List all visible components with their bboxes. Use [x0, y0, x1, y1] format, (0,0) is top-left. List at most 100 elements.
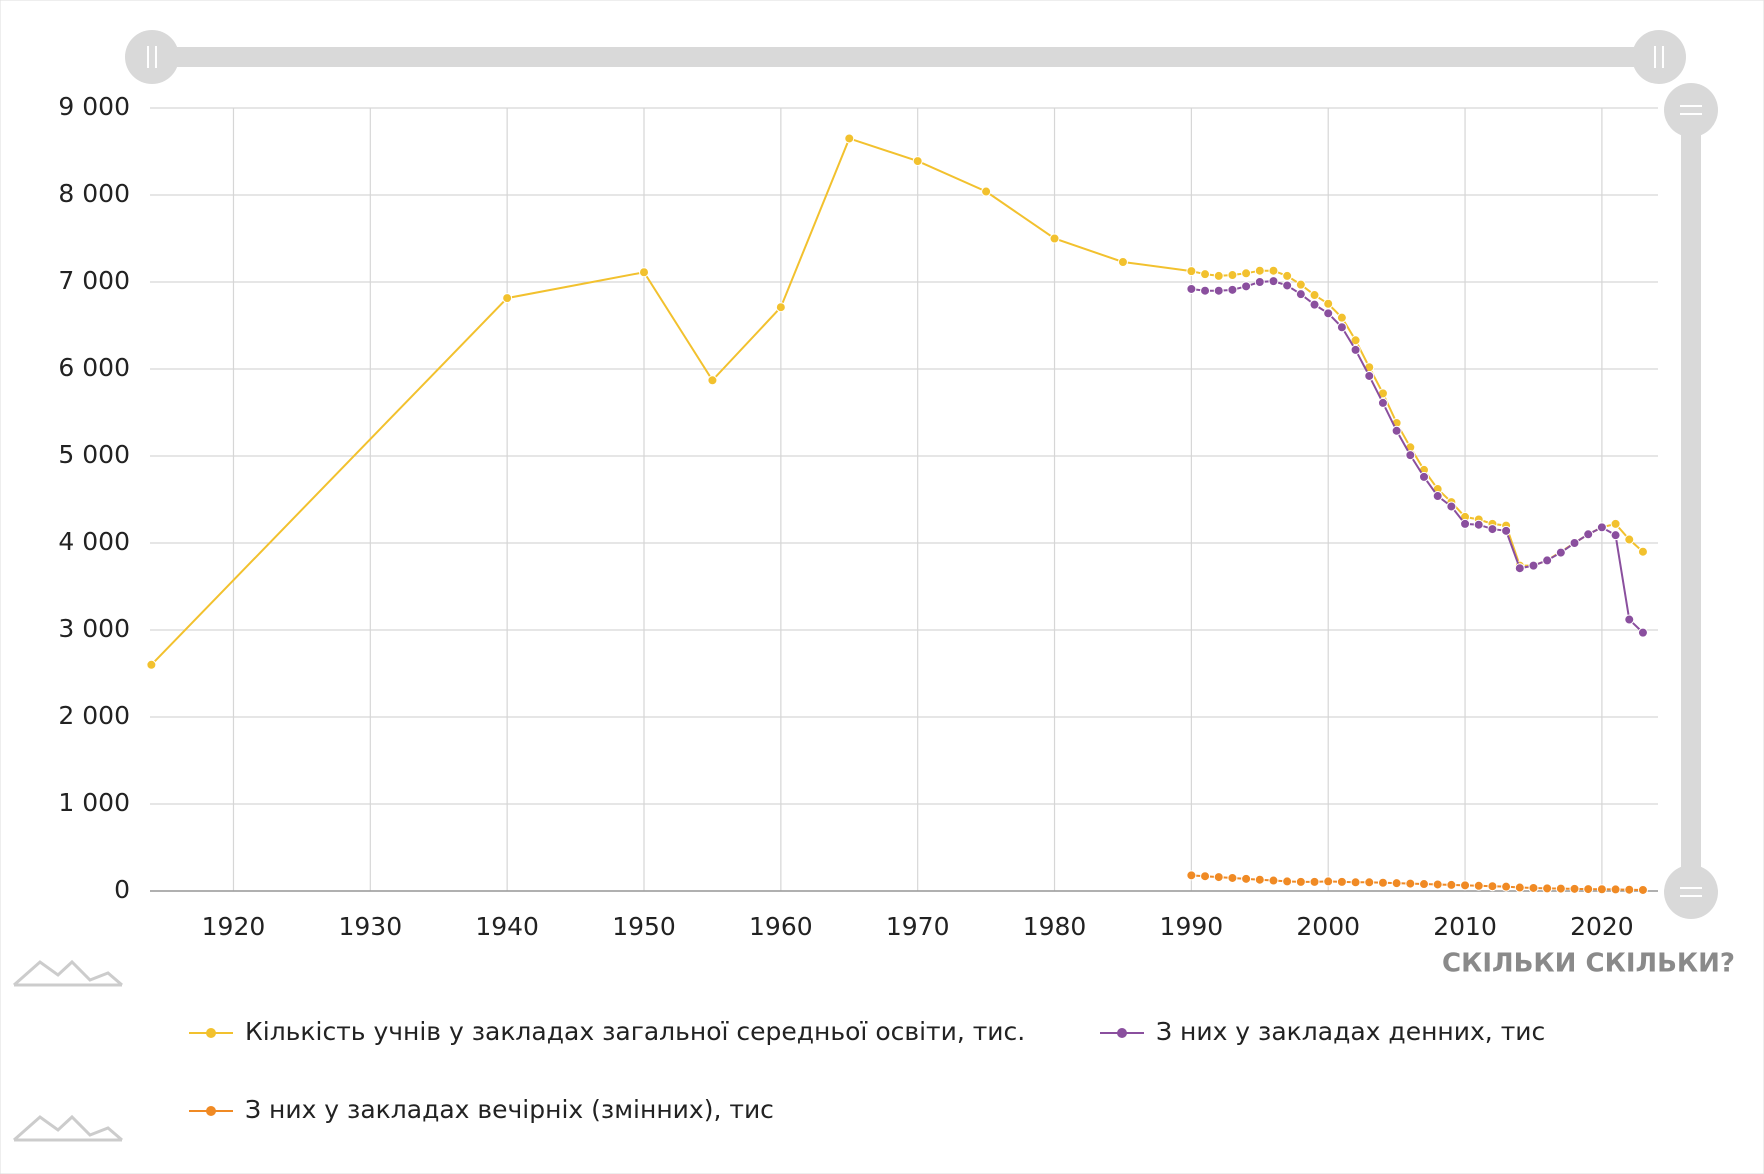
data-point: [1569, 883, 1580, 894]
legend-label: Кількість учнів у закладах загальної сер…: [245, 1017, 1025, 1046]
data-point: [1514, 563, 1525, 574]
data-point: [146, 659, 157, 670]
data-point: [1419, 471, 1429, 482]
legend-label: З них у закладах денних, тис: [1156, 1017, 1545, 1046]
data-point: [1268, 276, 1279, 287]
data-point: [1391, 425, 1402, 436]
brand: СКІЛЬКИ СКІЛЬКИ?: [1442, 949, 1735, 979]
legend-label: З них у закладах вечірніх (змінних), тис: [245, 1095, 774, 1124]
x-tick-label: 1990: [1160, 912, 1224, 941]
data-point: [1637, 884, 1648, 895]
y-tick-label: 9 000: [58, 92, 130, 121]
data-point: [1282, 280, 1293, 291]
data-point: [1405, 450, 1416, 461]
data-point: [1186, 283, 1197, 294]
data-point: [1569, 538, 1580, 548]
legend-item[interactable]: Кількість учнів у закладах загальної сер…: [189, 1017, 1025, 1046]
data-point: [1254, 277, 1265, 287]
data-point: [1350, 335, 1361, 346]
data-point: [775, 302, 786, 313]
data-point: [1487, 524, 1498, 535]
data-point: [1200, 269, 1211, 280]
data-point: [1309, 876, 1320, 887]
data-point: [1624, 614, 1635, 625]
y-tick-label: 8 000: [58, 179, 130, 208]
data-point: [1377, 397, 1388, 408]
data-point: [1364, 370, 1375, 381]
legend-marker: [206, 1106, 216, 1116]
y-tick-label: 3 000: [58, 614, 130, 643]
data-point: [1268, 265, 1279, 276]
data-point: [1241, 873, 1252, 884]
plot: 0 1 000 2 000 3 000 4 000 5 000 6 000 7 000 8 00…: [58, 92, 1658, 941]
data-point: [1501, 881, 1512, 892]
data-point: [1241, 268, 1252, 279]
data-point: [1213, 872, 1224, 883]
x-tick-label: 1940: [475, 912, 539, 941]
legend-item[interactable]: З них у закладах денних, тис: [1100, 1017, 1545, 1046]
data-point: [1596, 884, 1607, 895]
data-point: [1487, 881, 1498, 892]
data-point: [1295, 289, 1306, 300]
data-point: [1528, 560, 1539, 571]
data-point: [1254, 265, 1265, 276]
data-point: [981, 186, 992, 197]
data-point: [1241, 281, 1252, 292]
data-point: [1473, 519, 1484, 530]
data-point: [1254, 874, 1265, 885]
data-point: [1323, 876, 1334, 887]
y-tick-label: 1 000: [58, 788, 130, 817]
logo-icon: [13, 959, 123, 987]
data-point: [1583, 884, 1594, 895]
data-point: [1555, 883, 1566, 894]
slider-handle[interactable]: [1664, 83, 1718, 137]
data-point: [1295, 876, 1306, 887]
x-tick-label: 1930: [339, 912, 403, 941]
data-point: [1227, 284, 1238, 295]
data-point: [1555, 547, 1566, 558]
data-point: [1610, 884, 1621, 895]
data-point: [1596, 522, 1607, 533]
data-point: [1282, 876, 1293, 887]
data-point: [639, 267, 649, 278]
data-point: [1583, 529, 1594, 540]
data-point: [912, 156, 923, 167]
slider-handle[interactable]: [1664, 865, 1718, 919]
data-point: [1432, 879, 1443, 890]
x-tick-label: 2000: [1296, 912, 1360, 941]
data-point: [1446, 501, 1457, 512]
data-point: [1528, 882, 1539, 893]
series-line: [1191, 280, 1644, 634]
legend-item[interactable]: З них у закладах вечірніх (змінних), тис: [189, 1095, 774, 1124]
data-point: [1309, 290, 1320, 301]
data-point: [1624, 884, 1635, 895]
y-tick-label: 5 000: [58, 440, 130, 469]
data-point: [1446, 879, 1457, 890]
slider-track: [1681, 110, 1701, 892]
data-point: [1514, 882, 1525, 893]
data-point: [1323, 308, 1334, 319]
vertical-slider[interactable]: [1664, 83, 1718, 919]
range-slider[interactable]: [125, 30, 1686, 84]
data-point: [1419, 879, 1429, 890]
data-point: [1350, 344, 1361, 355]
data-point: [1336, 876, 1347, 887]
data-point: [1432, 491, 1443, 502]
data-point: [1336, 312, 1347, 323]
slider-handle[interactable]: [1632, 30, 1686, 84]
data-point: [707, 375, 718, 386]
data-point: [1610, 518, 1621, 529]
data-point: [502, 293, 513, 304]
data-point: [1473, 880, 1484, 891]
y-tick-label: 7 000: [58, 266, 130, 295]
slider-handle[interactable]: [125, 30, 179, 84]
data-point: [1213, 270, 1224, 281]
x-tick-label: 1920: [202, 912, 266, 941]
data-point: [1637, 546, 1648, 557]
x-tick-label: 1980: [1023, 912, 1087, 941]
series-line: [1191, 874, 1643, 891]
x-tick-label: 1970: [886, 912, 950, 941]
data-point: [1460, 880, 1471, 891]
y-tick-label: 2 000: [58, 701, 130, 730]
